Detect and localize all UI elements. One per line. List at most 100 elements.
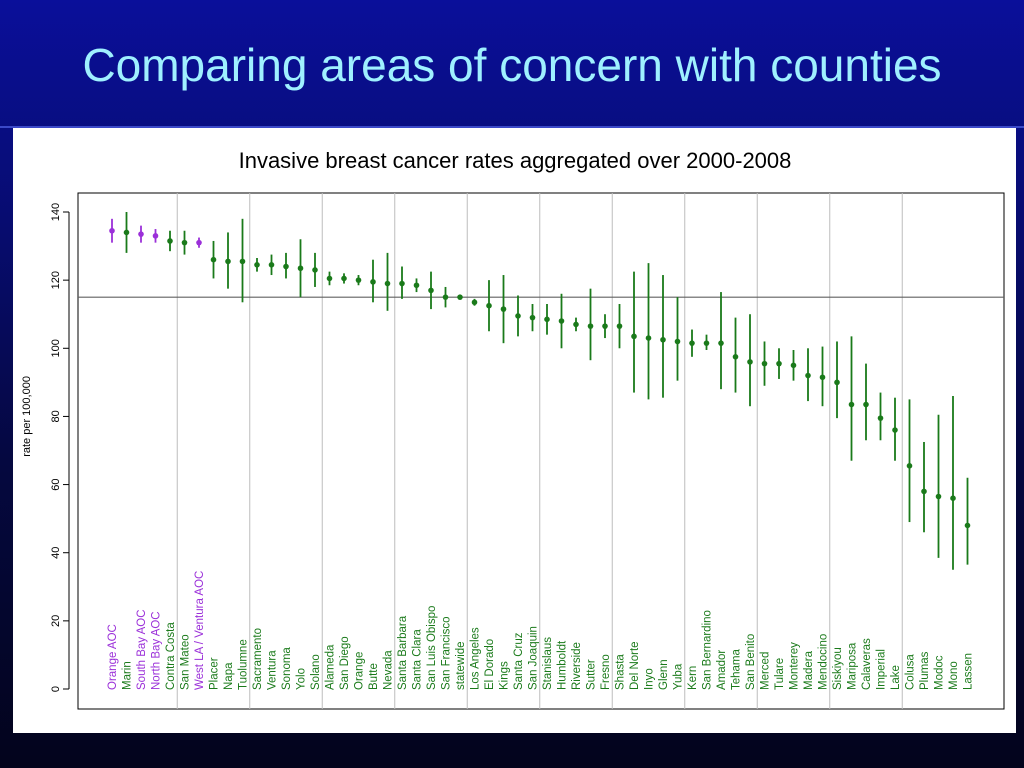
data-point [906, 399, 913, 523]
point-marker [370, 279, 376, 285]
point-marker [326, 275, 333, 282]
data-point [457, 294, 463, 300]
category-label: Modoc [934, 655, 946, 690]
category-label: Lake [890, 665, 902, 690]
data-point [703, 334, 710, 350]
category-label: San Joaquin [528, 626, 540, 690]
point-marker [500, 306, 507, 312]
data-point [863, 363, 869, 441]
data-point [152, 229, 159, 243]
point-marker [341, 275, 347, 282]
category-label: Tuolumne [238, 639, 250, 690]
data-point [964, 477, 971, 565]
category-label: San Luis Obispo [426, 606, 438, 690]
point-marker [776, 360, 782, 367]
data-point [268, 254, 275, 276]
data-point [109, 218, 115, 243]
y-tick-label: 60 [50, 478, 62, 490]
data-point [123, 212, 130, 253]
data-point [486, 280, 492, 332]
point-marker [297, 265, 304, 272]
point-marker [761, 360, 768, 367]
category-label: Mono [948, 661, 960, 690]
point-marker [587, 323, 594, 329]
category-label: Nevada [383, 650, 395, 690]
y-tick-label: 100 [50, 339, 62, 357]
category-label: West LA / Ventura AOC [194, 571, 206, 690]
data-point [819, 346, 826, 407]
category-label: Tehama [731, 648, 743, 690]
slide-title: Comparing areas of concern with counties [82, 39, 942, 91]
data-point [761, 341, 768, 386]
data-point [297, 239, 304, 298]
data-points [109, 212, 971, 570]
category-label: Stanislaus [542, 637, 554, 690]
point-marker [573, 321, 579, 328]
data-point [283, 252, 289, 279]
point-marker [602, 323, 608, 329]
category-label: Kings [499, 661, 511, 690]
y-tick-label: 20 [50, 615, 62, 627]
data-point [834, 341, 840, 419]
point-marker [152, 233, 159, 239]
data-point [718, 292, 724, 390]
category-label: Tulare [774, 658, 786, 690]
point-marker [413, 282, 420, 289]
category-label: Napa [223, 662, 235, 690]
category-label: Butte [368, 663, 380, 690]
data-point [413, 278, 420, 293]
y-axis: 0 20 40 60 80 100 120 140 [50, 203, 70, 692]
point-marker [355, 277, 362, 283]
point-marker [892, 427, 898, 433]
data-point [515, 295, 521, 337]
category-label: Riverside [571, 642, 583, 690]
point-marker [834, 379, 840, 386]
point-marker [544, 316, 550, 323]
category-label: Contra Costa [165, 622, 177, 690]
data-point [935, 414, 942, 558]
category-label: Inyo [644, 668, 656, 690]
category-label: statewide [455, 641, 467, 690]
category-label: Los Angeles [470, 627, 482, 690]
data-point [225, 232, 231, 289]
category-label: San Diego [339, 636, 351, 690]
point-marker [703, 340, 710, 346]
data-point [326, 271, 333, 286]
category-label: Siskiyou [832, 647, 844, 690]
category-label: North Bay AOC [151, 611, 163, 690]
category-label: Mariposa [847, 642, 859, 690]
data-point [544, 303, 550, 335]
point-marker [732, 354, 739, 360]
data-point [471, 298, 478, 306]
data-point [239, 218, 246, 303]
category-label: Placer [209, 657, 221, 690]
category-label: San Benito [745, 634, 757, 690]
data-point [442, 286, 449, 308]
category-label: Yuba [673, 663, 685, 690]
category-label: Del Norte [629, 641, 641, 690]
data-point [805, 348, 811, 402]
category-label: Glenn [658, 659, 670, 690]
category-label: Amador [716, 650, 728, 690]
point-marker [196, 239, 202, 246]
category-label: San Francisco [441, 616, 453, 690]
category-label: Santa Cruz [513, 632, 525, 690]
point-marker [210, 256, 217, 263]
category-label: Mendocino [818, 634, 830, 690]
category-label: Calaveras [861, 638, 873, 690]
point-marker [123, 229, 130, 236]
category-label: Colusa [905, 654, 917, 690]
category-label: Plumas [919, 651, 931, 690]
chart-panel: Invasive breast cancer rates aggregated … [13, 128, 1016, 733]
point-marker [268, 262, 275, 268]
point-marker [471, 299, 478, 306]
category-label: Humboldt [557, 640, 569, 690]
point-marker [384, 280, 391, 287]
data-point [616, 303, 623, 349]
category-label: Yolo [296, 668, 308, 690]
data-point [602, 314, 608, 339]
data-point [384, 252, 391, 311]
category-label: South Bay AOC [136, 609, 148, 690]
data-point [312, 252, 318, 287]
point-marker [863, 401, 869, 408]
